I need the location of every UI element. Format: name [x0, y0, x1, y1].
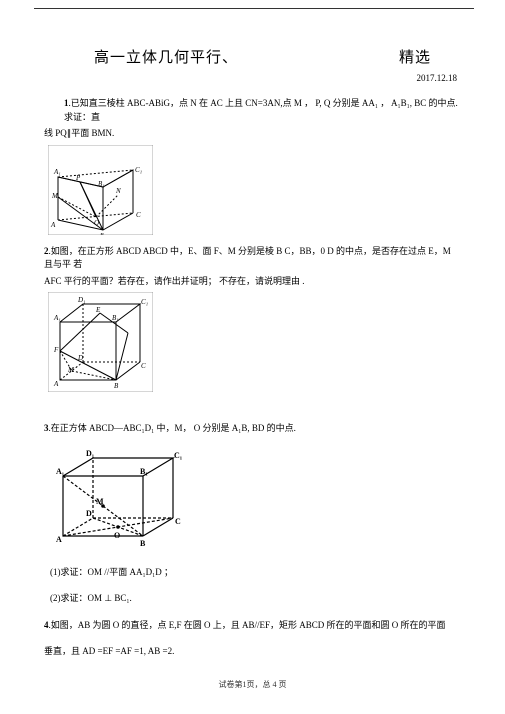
svg-text:M: M: [96, 497, 104, 506]
problem-2-line-b: AFC 平行的平面？若存在，请作出并证明； 不存在，请说明理由 .: [44, 275, 461, 289]
svg-text:C₁: C₁: [141, 298, 148, 306]
svg-text:D: D: [77, 354, 83, 362]
svg-text:A: A: [53, 380, 59, 388]
spacer: [44, 582, 461, 592]
svg-text:D: D: [86, 509, 92, 518]
figure-3: A₁ B₁ C₁ D₁ A B C D M O: [48, 446, 461, 556]
svg-text:Q: Q: [94, 219, 99, 227]
svg-text:A₁: A₁: [56, 467, 65, 476]
svg-text:C₁: C₁: [135, 166, 142, 174]
svg-text:P: P: [75, 174, 81, 182]
problem-1-line-a: 1.已知直三棱柱 ABC-ABiG，点 N 在 AC 上且 CN=3AN,点 M…: [64, 97, 461, 124]
problem-4-line-a: 4.如图，AB 为圆 O 的直径，点 E,F 在圆 O 上，且 AB//EF，矩…: [44, 619, 461, 633]
top-rule: [34, 8, 474, 10]
problem-text: .如图，在正方形 ABCD ABCD 中，E、面 F、M 分别是棱 B C，BB…: [44, 246, 451, 270]
svg-text:A: A: [50, 221, 56, 229]
problem-2-line-a: 2.如图，在正方形 ABCD ABCD 中，E、面 F、M 分别是棱 B C，B…: [44, 245, 461, 272]
svg-text:N: N: [115, 187, 121, 195]
page-footer: 试卷第1页，总 4 页: [0, 679, 505, 690]
problem-text: .在正方体 ABCD—ABC₁D₁ 中，M， O 分别是 A₁B, BD 的中点…: [49, 423, 296, 433]
svg-text:B: B: [140, 539, 146, 548]
figure-1: A₁ B₁ C₁ A B C M P N Q: [48, 145, 461, 235]
svg-text:M: M: [51, 192, 59, 200]
spacer: [44, 635, 461, 645]
title-right: 精选: [399, 46, 431, 67]
spacer: [44, 609, 461, 619]
svg-text:C: C: [141, 362, 146, 370]
svg-text:B: B: [100, 233, 104, 235]
problem-1-line-b: 线 PQ∥平面 BMN.: [44, 127, 461, 141]
figure-2: A₁ B₁ C₁ D₁ A B C D F E M: [48, 292, 461, 392]
svg-text:F: F: [53, 346, 59, 354]
svg-text:A₁: A₁: [53, 168, 61, 176]
svg-text:B₁: B₁: [140, 467, 148, 476]
svg-text:M: M: [67, 366, 75, 374]
problem-3-sub2: (2)求证：OM ⊥ BC₁.: [50, 592, 461, 606]
problem-3-sub1: (1)求证：OM //平面 AA₁D₁D ；: [50, 566, 461, 580]
svg-text:A: A: [56, 535, 62, 544]
page-content: 高一立体几何平行、 精选 2017.12.18 1.已知直三棱柱 ABC-ABi…: [0, 0, 505, 659]
svg-text:D₁: D₁: [77, 296, 86, 304]
svg-text:C: C: [136, 211, 141, 219]
title-left: 高一立体几何平行、: [94, 46, 238, 67]
date: 2017.12.18: [44, 73, 457, 83]
spacer: [44, 402, 461, 422]
svg-text:B₁: B₁: [112, 314, 119, 322]
problem-3-line-a: 3.在正方体 ABCD—ABC₁D₁ 中，M， O 分别是 A₁B, BD 的中…: [44, 422, 461, 436]
svg-text:B₁: B₁: [98, 180, 105, 188]
title-row: 高一立体几何平行、 精选: [94, 46, 431, 67]
svg-text:A₁: A₁: [53, 314, 61, 322]
svg-text:O: O: [114, 531, 120, 540]
svg-text:C₁: C₁: [174, 451, 183, 460]
svg-text:D₁: D₁: [86, 449, 95, 458]
svg-text:C: C: [175, 517, 181, 526]
problem-4-line-b: 垂直，且 AD =EF =AF =1, AB =2.: [44, 645, 461, 659]
svg-text:B: B: [114, 382, 119, 390]
problem-text: .已知直三棱柱 ABC-ABiG，点 N 在 AC 上且 CN=3AN,点 M …: [64, 98, 458, 122]
svg-text:E: E: [95, 306, 101, 314]
problem-text: .如图，AB 为圆 O 的直径，点 E,F 在圆 O 上，且 AB//EF，矩形…: [49, 620, 446, 630]
